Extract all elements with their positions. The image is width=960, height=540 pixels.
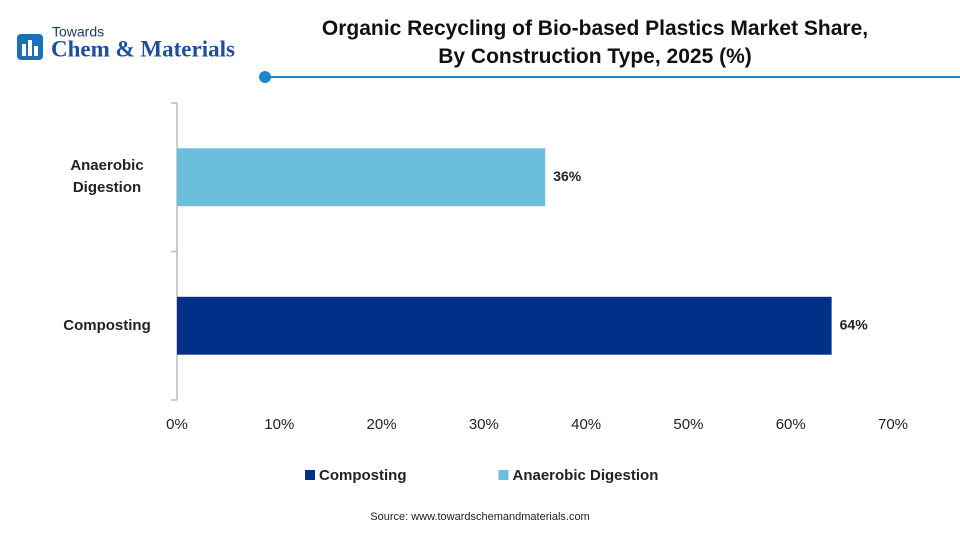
logo-icon — [17, 34, 43, 60]
logo-top: Towards — [52, 24, 104, 40]
bar — [177, 296, 832, 355]
bar — [177, 148, 546, 207]
chart-title: By Construction Type, 2025 (%) — [438, 45, 752, 68]
y-tick-label: Anaerobic Digestion — [70, 157, 144, 197]
x-tick-label: 40% — [571, 416, 601, 433]
x-tick-label: 50% — [673, 416, 703, 433]
x-tick-label: 0% — [166, 416, 188, 433]
legend-label: Composting — [319, 467, 407, 484]
title-dot — [259, 71, 271, 83]
chart-title: Organic Recycling of Bio-based Plastics … — [321, 17, 869, 40]
legend-swatch — [498, 470, 509, 480]
source: Source: www.towardschemandmaterials.com — [370, 511, 589, 523]
x-tick-label: 60% — [776, 416, 806, 433]
x-tick-label: 70% — [878, 416, 908, 433]
legend-swatch — [305, 470, 315, 480]
value-label: 64% — [840, 316, 869, 332]
logo-main: Chem & Materials — [51, 36, 235, 61]
value-label: 36% — [553, 168, 582, 184]
x-tick-label: 10% — [264, 416, 294, 433]
x-tick-label: 20% — [367, 416, 397, 433]
y-tick-label: Composting — [63, 316, 151, 334]
legend-label: Anaerobic Digestion — [513, 467, 659, 484]
x-tick-label: 30% — [469, 416, 499, 433]
